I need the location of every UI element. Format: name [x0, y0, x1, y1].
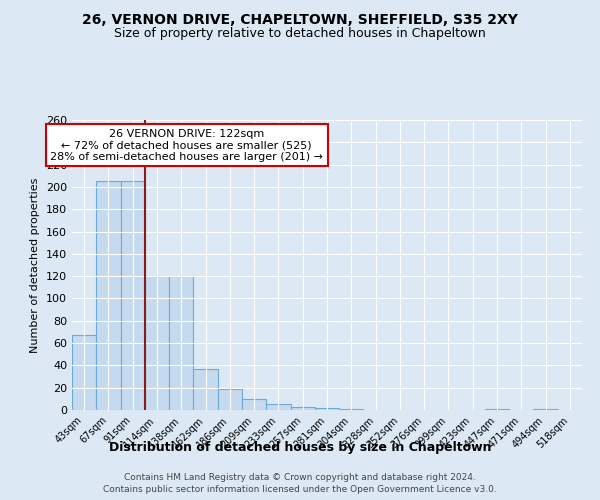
Text: Distribution of detached houses by size in Chapeltown: Distribution of detached houses by size …	[109, 441, 491, 454]
Bar	[193, 368, 218, 410]
Bar	[169, 276, 193, 410]
Text: 26, VERNON DRIVE, CHAPELTOWN, SHEFFIELD, S35 2XY: 26, VERNON DRIVE, CHAPELTOWN, SHEFFIELD,…	[82, 12, 518, 26]
Bar	[315, 408, 339, 410]
Text: Size of property relative to detached houses in Chapeltown: Size of property relative to detached ho…	[114, 28, 486, 40]
Bar	[485, 409, 509, 410]
Bar	[121, 182, 145, 410]
Bar	[339, 409, 364, 410]
Bar	[266, 404, 290, 410]
Bar	[96, 182, 121, 410]
Text: Contains HM Land Registry data © Crown copyright and database right 2024.: Contains HM Land Registry data © Crown c…	[124, 473, 476, 482]
Bar	[533, 409, 558, 410]
Y-axis label: Number of detached properties: Number of detached properties	[31, 178, 40, 352]
Bar	[290, 406, 315, 410]
Bar	[242, 399, 266, 410]
Bar	[72, 336, 96, 410]
Bar	[145, 276, 169, 410]
Bar	[218, 389, 242, 410]
Text: 26 VERNON DRIVE: 122sqm
← 72% of detached houses are smaller (525)
28% of semi-d: 26 VERNON DRIVE: 122sqm ← 72% of detache…	[50, 128, 323, 162]
Text: Contains public sector information licensed under the Open Government Licence v3: Contains public sector information licen…	[103, 484, 497, 494]
